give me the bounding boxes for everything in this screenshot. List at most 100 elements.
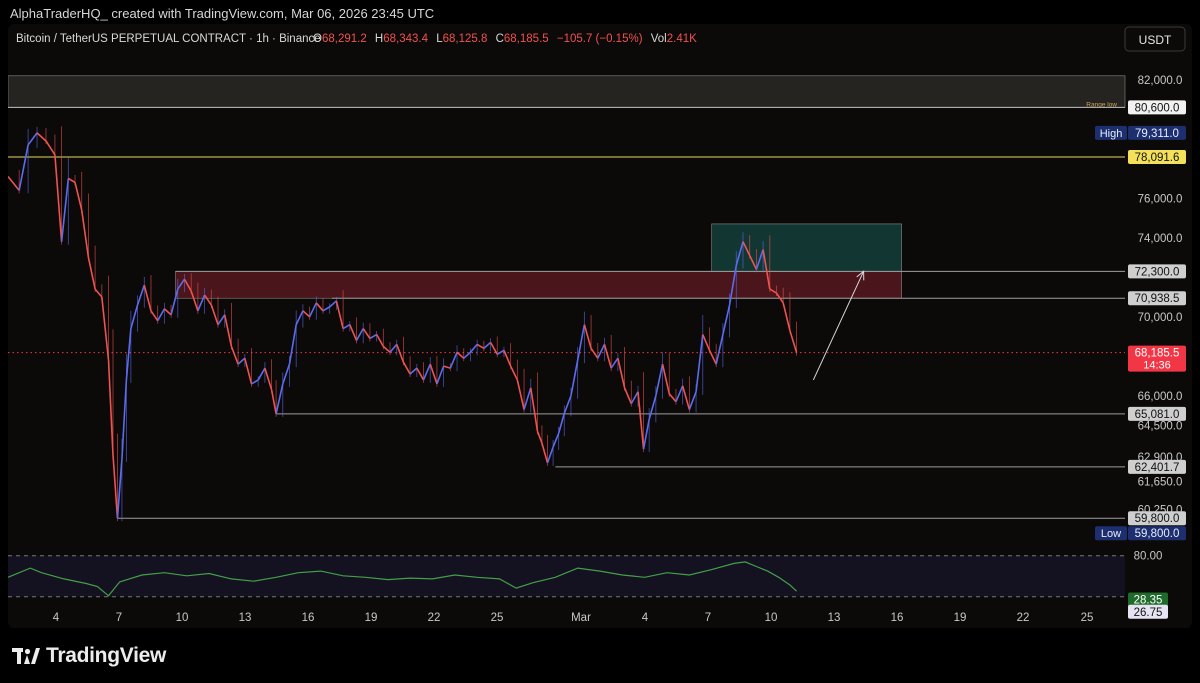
- time-label: 25: [491, 612, 504, 624]
- rsi-value-label-box: [1128, 592, 1168, 607]
- time-axis[interactable]: 4 7 10 13 16 19 22 25 Mar 4 7 10 13 16 19 22 25: [53, 612, 1094, 624]
- price-label-box: [1128, 345, 1186, 372]
- price-segment: [170, 288, 179, 315]
- price-segment: [503, 350, 512, 367]
- rsi-pane: [8, 555, 1125, 598]
- price-segment: [570, 360, 579, 396]
- price-tag-box: [1095, 125, 1127, 140]
- close-value: 68,185.5: [504, 33, 549, 45]
- price-segment: [197, 294, 206, 312]
- price-label-text: 72,300.0: [1135, 266, 1180, 278]
- price-segment: [617, 358, 626, 389]
- rsi-band: [8, 555, 1125, 597]
- price-segment: [251, 379, 259, 385]
- chart-frame[interactable]: Range low 82,000.0 76,000.0 74,000.0 70,000…: [8, 24, 1192, 628]
- countdown-label: 14:36: [1143, 360, 1171, 372]
- price-label-650810: 65,081.0: [1128, 406, 1186, 421]
- low-value: 68,125.8: [443, 33, 488, 45]
- price-segment: [183, 278, 192, 292]
- price-segment: [375, 334, 385, 347]
- time-label: Mar: [571, 612, 591, 624]
- price-axis[interactable]: 82,000.0 76,000.0 74,000.0 70,000.0 66,000.0…: [1095, 75, 1186, 619]
- price-segment: [130, 304, 139, 329]
- price-segment: [695, 334, 704, 392]
- price-label-box: [1128, 459, 1186, 474]
- price-segment: [416, 367, 425, 381]
- price-segment: [308, 302, 318, 318]
- currency-button[interactable]: USDT: [1124, 26, 1186, 52]
- time-label: 7: [116, 612, 122, 624]
- price-segment: [449, 351, 458, 369]
- ohlc-values: O68,291.2 H68,343.4 L68,125.8 C68,185.5 …: [313, 33, 697, 45]
- projection-arrow: [812, 271, 865, 381]
- price-segment: [342, 323, 351, 330]
- rsi-line: [8, 561, 798, 597]
- price-segment: [775, 292, 784, 304]
- price-label-text: 59,800.0: [1135, 528, 1180, 540]
- price-segment: [483, 341, 492, 349]
- price-segment: [583, 324, 592, 349]
- rsi-lower-label-text: 26.75: [1134, 607, 1163, 619]
- price-tick-label: 74,000.0: [1138, 233, 1183, 245]
- high-value: 68,343.4: [383, 33, 428, 45]
- brand-name: TradingView: [46, 644, 167, 667]
- price-segment: [335, 300, 344, 329]
- price-segment: [648, 395, 657, 420]
- rsi-value-label: 28.35: [1128, 592, 1168, 607]
- price-segment: [295, 310, 304, 325]
- price-segment: [661, 363, 671, 394]
- price-tick-label: 61,650.0: [1138, 477, 1183, 489]
- price-segment: [456, 351, 465, 359]
- price-segment: [74, 182, 83, 211]
- price-segment: [708, 349, 717, 365]
- price-segment: [302, 310, 311, 318]
- price-segment: [436, 365, 445, 385]
- price-segment: [136, 284, 146, 306]
- price-tick-label: 64,500.0: [1138, 420, 1183, 432]
- price-segment: [230, 346, 239, 365]
- price-segment: [603, 344, 612, 369]
- price-segment: [742, 241, 751, 256]
- price-segment: [94, 288, 103, 298]
- price-segment: [755, 249, 764, 270]
- time-label: 10: [765, 612, 778, 624]
- time-label: 22: [428, 612, 441, 624]
- price-segment: [681, 385, 691, 410]
- price-segment: [541, 442, 549, 464]
- close-label: C: [496, 33, 504, 45]
- projection-arrow-head: [856, 270, 865, 281]
- tradingview-brand[interactable]: TradingView: [12, 644, 166, 668]
- price-segment: [496, 349, 505, 355]
- price-segment: [597, 344, 606, 359]
- time-label: 10: [176, 612, 189, 624]
- price-label-box: [1128, 511, 1186, 526]
- price-segment: [655, 363, 664, 396]
- upper-range-box: [8, 75, 1126, 108]
- tradingview-logo-icon: [12, 648, 40, 664]
- price-segment: [509, 365, 519, 381]
- price-segment: [223, 314, 233, 347]
- price-segment: [529, 387, 539, 432]
- price-segment: [150, 310, 159, 322]
- time-label: 13: [828, 612, 841, 624]
- target-zone: [711, 223, 902, 272]
- price-chart[interactable]: Range low 82,000.0 76,000.0 74,000.0 70,000…: [8, 24, 1192, 628]
- range-low-label: Range low: [1086, 101, 1117, 108]
- price-label-box: [1128, 526, 1186, 541]
- price-segment: [688, 391, 697, 410]
- price-segment: [210, 304, 219, 325]
- price-segment: [762, 249, 771, 290]
- price-label-text: 79,311.0: [1135, 128, 1179, 140]
- price-segment: [87, 257, 96, 290]
- price-segment: [735, 241, 744, 266]
- low-label: L: [436, 33, 443, 45]
- time-label: 25: [1081, 612, 1094, 624]
- price-segment: [18, 144, 29, 191]
- price-segment: [237, 357, 246, 365]
- price-label-box: [1128, 264, 1186, 279]
- price-segment: [116, 458, 123, 519]
- price-segment: [409, 367, 418, 375]
- price-segment: [67, 177, 76, 184]
- price-segment: [516, 379, 525, 410]
- price-label-780916: 78,091.6: [1128, 149, 1186, 164]
